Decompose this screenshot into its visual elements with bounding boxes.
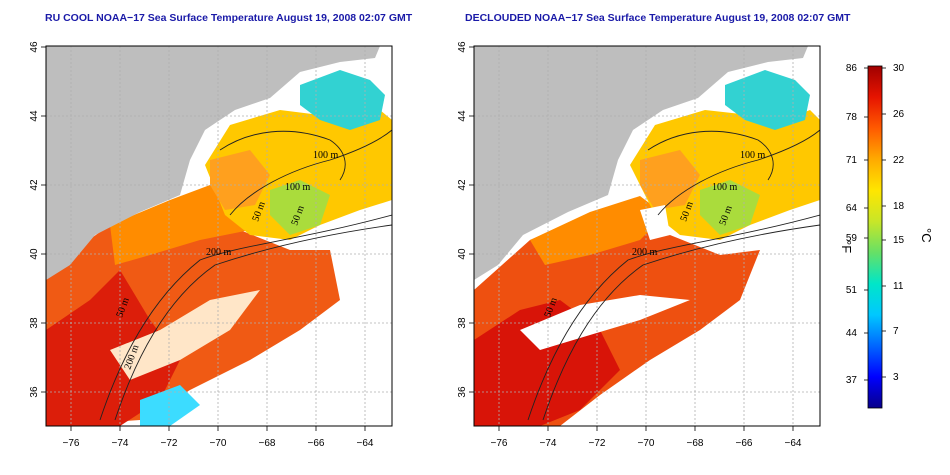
right-isobaths [527,129,820,421]
right-lat-tick-label: 36 [457,386,468,398]
left-lon-tick-label: −74 [112,438,129,449]
celsius-tick-label: 7 [893,326,899,337]
right-contour-label: 100 m [712,182,738,193]
left-lat-tick-label: 36 [29,386,40,398]
left-contour-label: 100 m [313,150,339,161]
left-sst-gulf [205,110,392,240]
colorbar-ticks: 86 78 71 64 59 51 44 37 30 26 22 18 15 11 7 3 [846,63,905,386]
celsius-tick-label: 22 [893,155,905,166]
fahrenheit-unit-label: °F [839,240,854,253]
left-lat-tick-label: 42 [29,179,40,191]
celsius-tick-label: 26 [893,109,905,120]
right-lon-tick-label: −70 [638,438,655,449]
right-lat-tick-label: 42 [457,179,468,191]
left-sst-hot [46,270,180,426]
left-contour-label: 100 m [285,182,311,193]
celsius-tick-label: 3 [893,372,899,383]
fahrenheit-tick-label: 44 [846,328,858,339]
left-lat-tick-label: 46 [29,41,40,53]
left-sst-green-patch [270,180,330,235]
left-sst-midwarm [110,185,250,265]
left-land [46,46,380,280]
left-lon-tick-label: −64 [357,438,374,449]
left-sst-orange-patch [210,150,270,210]
right-map-panel [474,46,820,426]
celsius-tick-label: 11 [893,281,904,292]
left-contour-label: 200 m [206,247,232,258]
right-sst-orange-patch [640,150,700,210]
fahrenheit-tick-label: 86 [846,63,858,74]
right-lat-tick-label: 40 [457,248,468,260]
left-lon-tick-label: −76 [63,438,80,449]
right-contour-label: 200 m [632,247,658,258]
celsius-unit-label: °C [919,228,934,243]
right-lon-tick-label: −68 [687,438,704,449]
fahrenheit-tick-label: 37 [846,375,858,386]
fahrenheit-tick-label: 64 [846,203,858,214]
right-lon-tick-label: −66 [736,438,753,449]
right-contour-label: 100 m [740,150,766,161]
left-cool-south [140,385,200,426]
left-lon-tick-label: −70 [210,438,227,449]
left-sst-cool-gulf [300,70,385,130]
fahrenheit-tick-label: 51 [846,285,858,296]
celsius-tick-label: 15 [893,235,905,246]
fahrenheit-tick-label: 71 [846,155,858,166]
right-sst-cool-gulf [725,70,810,130]
left-lat-tick-label: 44 [29,110,40,122]
right-lon-tick-label: −76 [491,438,508,449]
left-cloud-streak [110,290,260,380]
right-lat-tick-label: 46 [457,41,468,53]
celsius-tick-label: 30 [893,63,905,74]
left-lon-tick-label: −72 [161,438,178,449]
left-lat-tick-label: 38 [29,317,40,329]
right-cloud-mask [640,205,670,240]
right-lon-tick-label: −74 [540,438,557,449]
axes-layer: −76 −74 −72 −70 −68 −66 −64 46 44 42 40 38 36 −76 −74 −… [29,41,802,449]
left-isobaths [99,129,392,421]
right-sst-green-patch [700,180,760,235]
right-lat-tick-label: 38 [457,317,468,329]
right-lat-tick-label: 44 [457,110,468,122]
left-lat-tick-label: 40 [29,248,40,260]
right-cloud-mask [520,295,690,350]
right-land [474,46,808,280]
right-sst-midwarm [530,196,665,265]
left-lon-tick-label: −66 [308,438,325,449]
right-lon-tick-label: −72 [589,438,606,449]
right-panel-title: DECLOUDED NOAA−17 Sea Surface Temperatur… [465,12,851,24]
right-plot-frame [473,45,821,427]
left-map-panel [46,46,392,426]
left-panel-title: RU COOL NOAA−17 Sea Surface Temperature … [45,12,413,24]
celsius-tick-label: 18 [893,201,905,212]
left-lon-tick-label: −68 [259,438,276,449]
right-lon-tick-label: −64 [785,438,802,449]
fahrenheit-tick-label: 78 [846,112,858,123]
left-plot-frame [45,45,393,427]
fahrenheit-tick-label: 59 [846,233,858,244]
colorbar [867,65,883,409]
right-sst-gulf [630,110,820,240]
